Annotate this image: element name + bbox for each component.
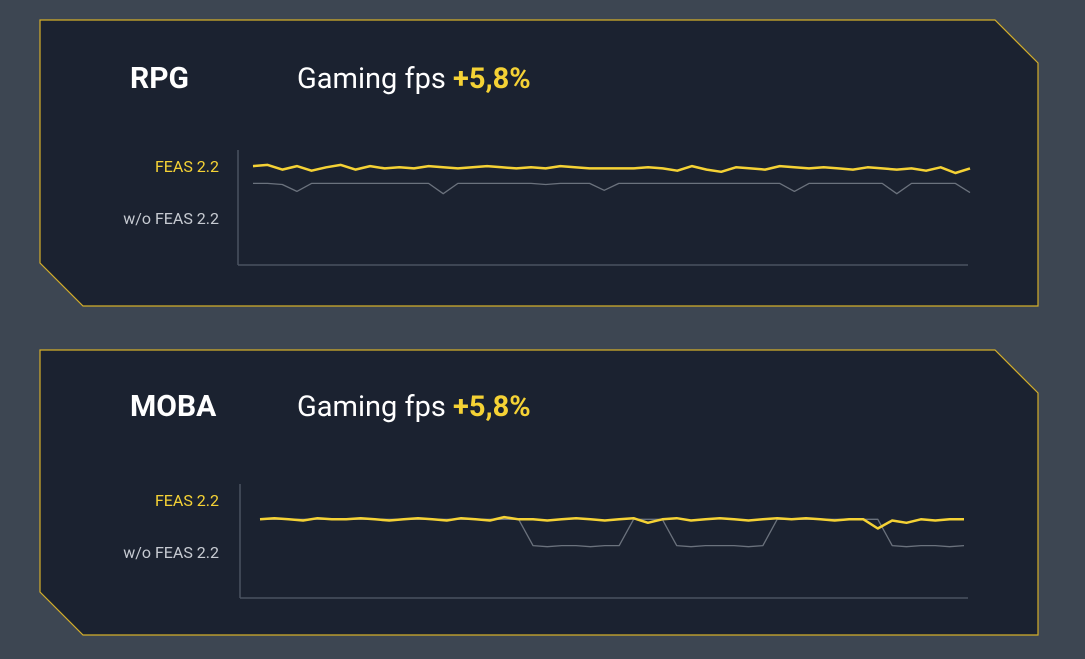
series-line [252,163,971,175]
legend-label: FEAS 2.2 [155,157,219,176]
panel-subtitle: Gaming fps +5,8% [297,390,531,424]
annotation: +5,8% [453,390,531,424]
subtitle-text: Gaming fps [297,390,446,424]
annotation: +5,8% [453,62,531,96]
legend-label: w/o FEAS 2.2 [123,543,219,562]
panel-subtitle: Gaming fps +5,8% [297,62,531,96]
panel-title: MOBA [130,389,217,424]
panel [39,19,1039,307]
subtitle-text: Gaming fps [297,62,446,96]
legend-label: w/o FEAS 2.2 [123,209,219,228]
panel-title: RPG [130,61,189,96]
series-line [253,182,971,195]
series-line [259,515,964,530]
legend-label: FEAS 2.2 [155,491,219,510]
panel [39,349,1039,636]
